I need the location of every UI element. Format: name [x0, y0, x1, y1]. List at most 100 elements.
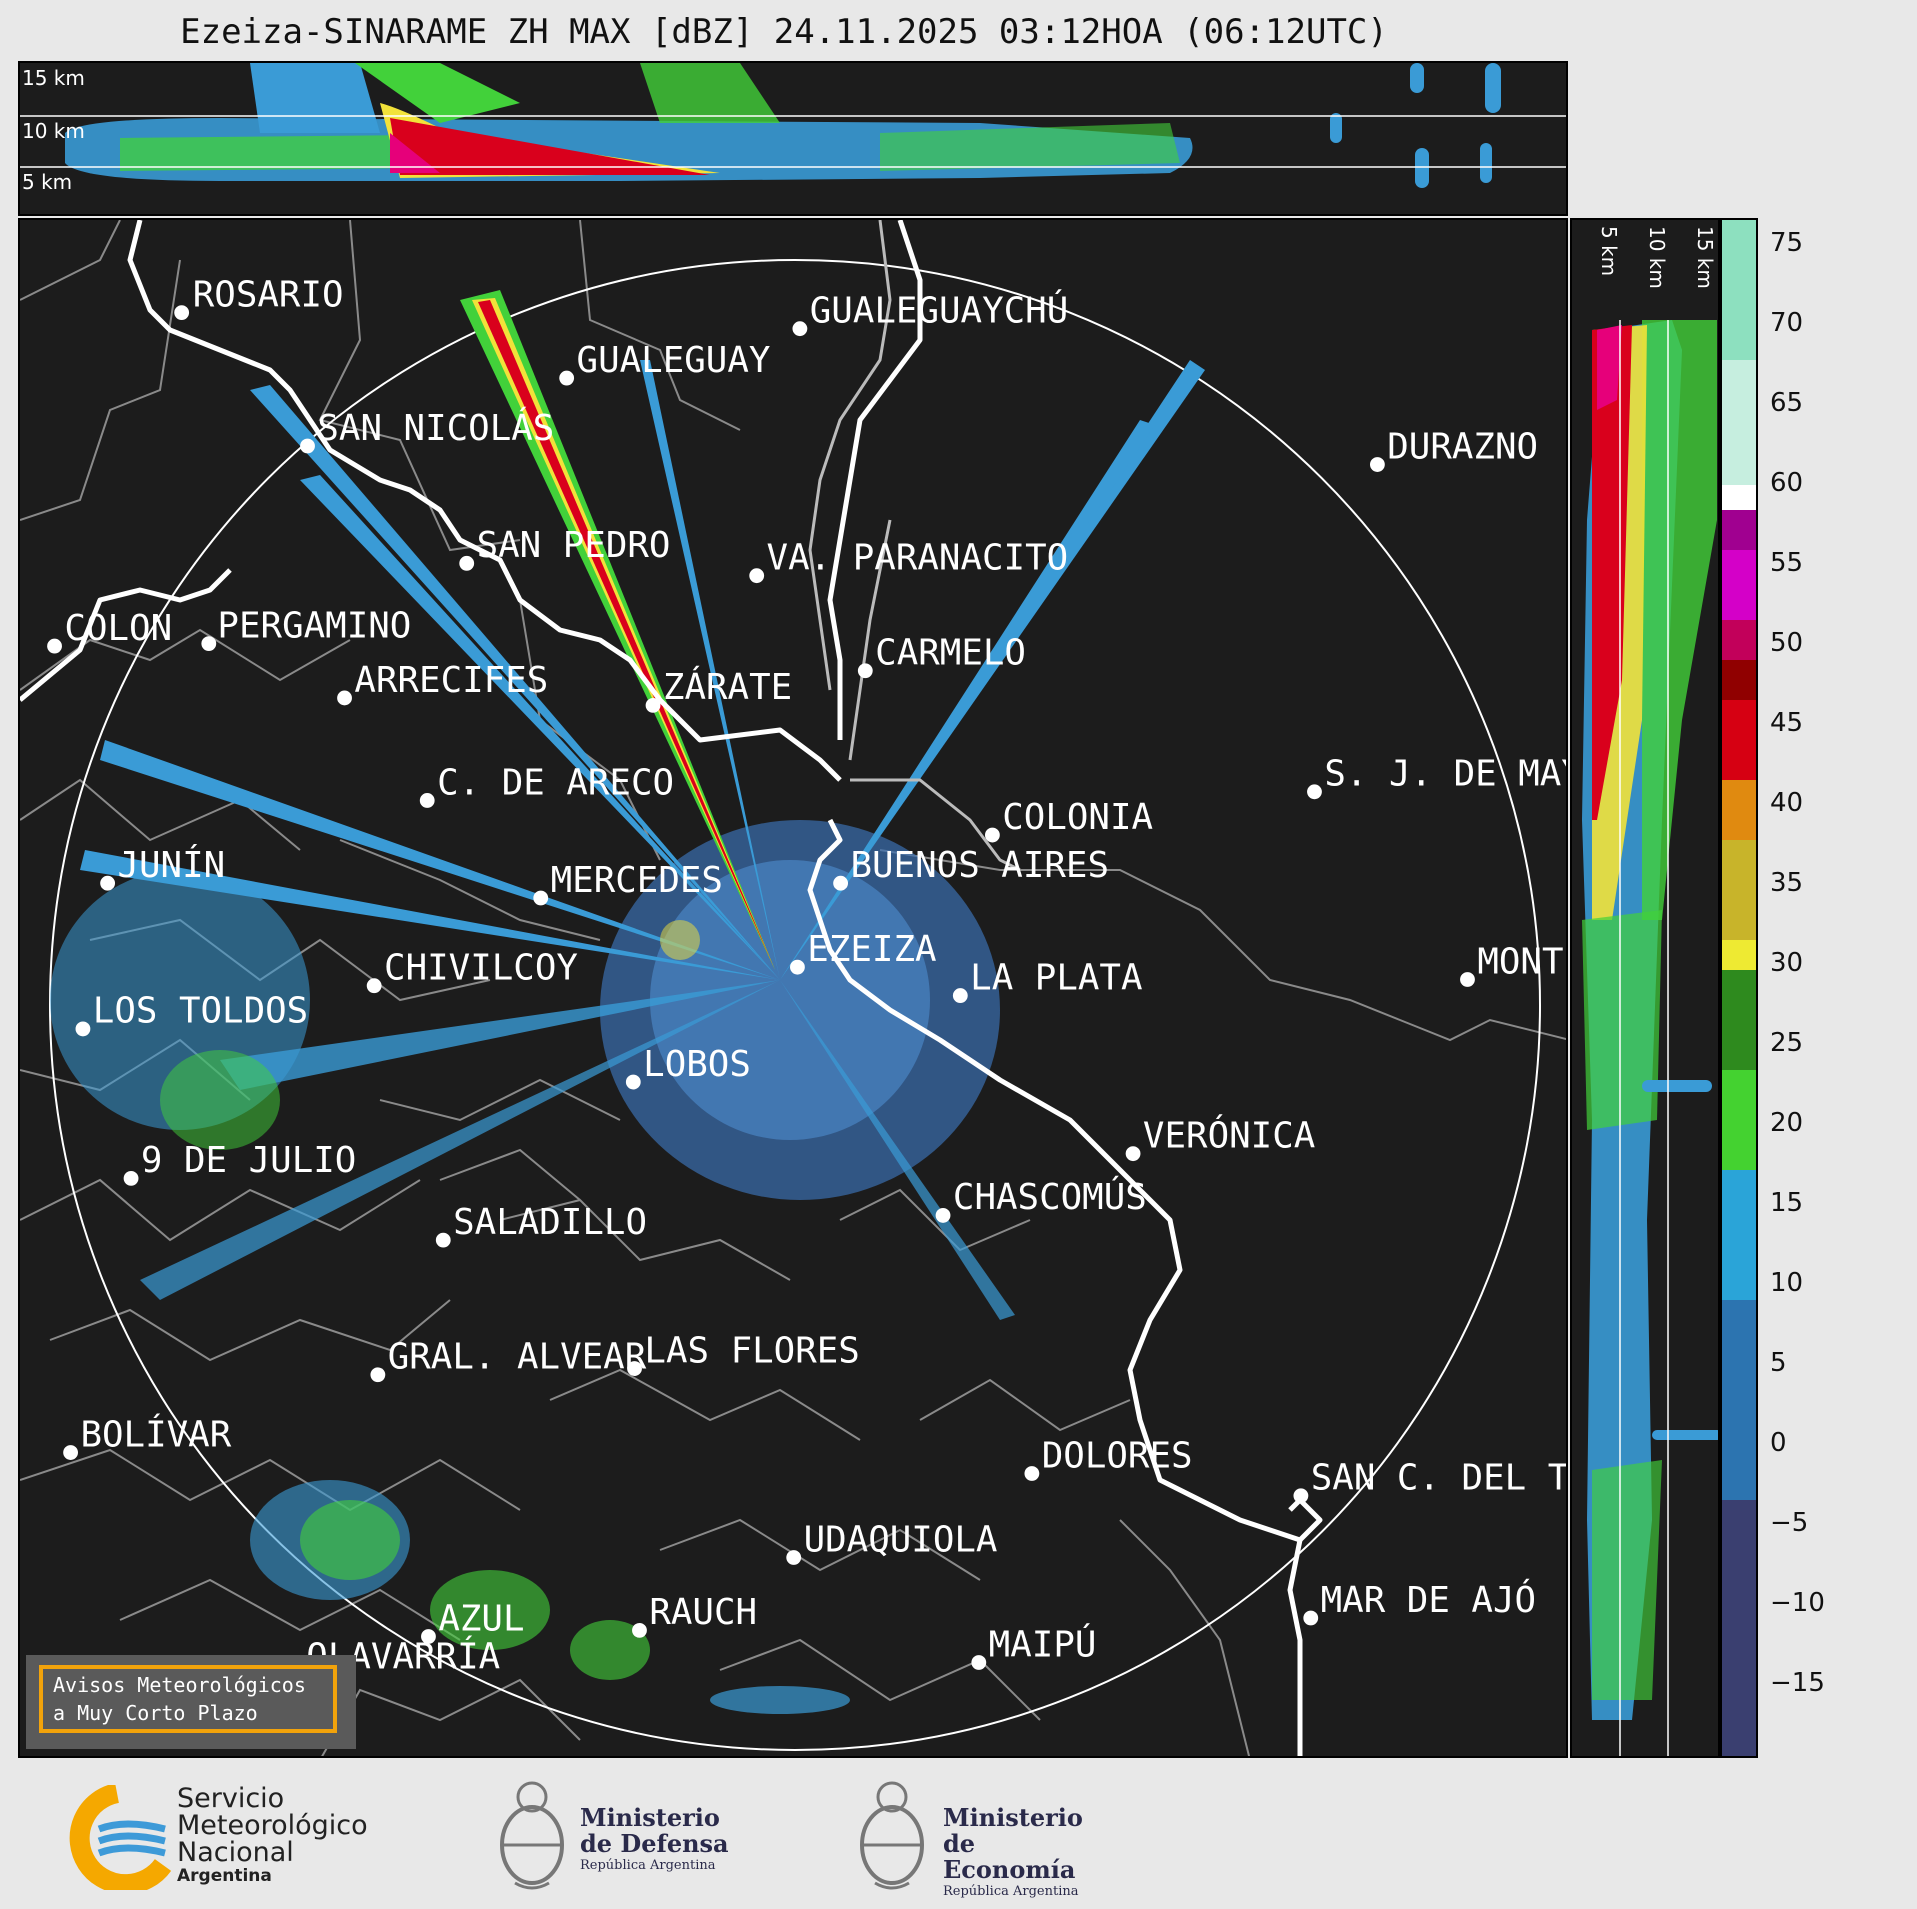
radar-map-svg: ROSARIO GUALEGUAYCHÚ GUALEGUAY SAN NICOL… — [20, 220, 1568, 1756]
city-mar-de-ajo: MAR DE AJÓ — [1303, 1579, 1536, 1626]
svg-text:LA PLATA: LA PLATA — [970, 957, 1142, 998]
city-lobos: LOBOS — [625, 1044, 751, 1090]
cb-tick-60: 60 — [1770, 468, 1804, 498]
city-rosario: ROSARIO — [174, 274, 344, 321]
city-dolores: DOLORES — [1024, 1435, 1193, 1481]
cb-tick-minus5: −5 — [1770, 1508, 1809, 1538]
svg-text:VA. PARANACITO: VA. PARANACITO — [767, 537, 1069, 578]
city-la-plata: LA PLATA — [952, 957, 1143, 1003]
top-alt-label-15: 15 km — [22, 66, 85, 90]
svg-text:AZUL: AZUL — [438, 1598, 524, 1639]
city-pergamino: PERGAMINO — [201, 605, 411, 652]
city-zarate: ZÁRATE — [645, 666, 792, 713]
smn-line1: Servicio — [177, 1783, 285, 1814]
cities-layer: ROSARIO GUALEGUAYCHÚ GUALEGUAY SAN NICOL… — [47, 274, 1568, 1683]
economia-logo: Ministerio de Economía República Argenti… — [855, 1775, 1115, 1899]
top-alt-label-5: 5 km — [22, 170, 73, 194]
smn-emblem-icon — [69, 1785, 172, 1890]
defensa-line2: de Defensa — [580, 1829, 729, 1858]
side-alt-label-15: 15 km — [1693, 226, 1717, 289]
side-alt-label-5: 5 km — [1597, 226, 1621, 276]
secondary-rivers — [808, 220, 1021, 872]
economia-line1: Ministerio — [943, 1803, 1083, 1832]
city-mercedes: MERCEDES — [533, 860, 723, 906]
city-saladillo: SALADILLO — [435, 1202, 647, 1248]
svg-text:UDAQUIOLA: UDAQUIOLA — [804, 1519, 998, 1560]
defensa-line1: Ministerio — [580, 1803, 720, 1832]
svg-text:MAR DE AJÓ: MAR DE AJÓ — [1321, 1579, 1536, 1621]
city-durazno: DURAZNO — [1369, 426, 1538, 472]
svg-text:EZEIZA: EZEIZA — [807, 929, 936, 970]
city-las-flores: LAS FLORES — [627, 1330, 860, 1376]
svg-text:RAUCH: RAUCH — [649, 1592, 757, 1633]
notice-line1: Avisos Meteorológicos — [53, 1673, 306, 1697]
side-echo-band — [1582, 320, 1718, 1720]
svg-text:LOS TOLDOS: LOS TOLDOS — [93, 991, 308, 1032]
defensa-shield-icon — [500, 1781, 564, 1890]
svg-text:SAN PEDRO: SAN PEDRO — [477, 525, 671, 566]
svg-text:COLONIA: COLONIA — [1002, 797, 1153, 838]
city-sj-de-mayo: S. J. DE MAYO — [1307, 754, 1566, 800]
svg-text:SALADILLO: SALADILLO — [453, 1202, 647, 1243]
cb-tick-minus15: −15 — [1770, 1668, 1825, 1698]
city-va-paranacito: VA. PARANACITO — [749, 537, 1069, 584]
city-veronica: VERÓNICA — [1125, 1114, 1315, 1162]
city-ezeiza: EZEIZA — [790, 929, 937, 975]
svg-text:GUALEGUAY: GUALEGUAY — [577, 340, 771, 381]
smn-logo: Servicio Meteorológico Nacional Argentin… — [55, 1785, 395, 1890]
economia-line3: República Argentina — [943, 1884, 1079, 1899]
city-maipu: MAIPÚ — [971, 1623, 1096, 1670]
svg-text:CHIVILCOY: CHIVILCOY — [384, 948, 578, 989]
cb-tick-50: 50 — [1770, 628, 1804, 658]
cb-tick-minus10: −10 — [1770, 1588, 1825, 1618]
city-gral-alvear: GRAL. ALVEAR — [370, 1337, 647, 1383]
cb-tick-25: 25 — [1770, 1028, 1804, 1058]
city-junin: JUNÍN — [100, 844, 225, 891]
city-colonia: COLONIA — [984, 797, 1153, 843]
svg-text:SAN C. DEL TUYÚ: SAN C. DEL TUYÚ — [1311, 1457, 1568, 1499]
cb-tick-55: 55 — [1770, 548, 1804, 578]
cb-tick-10: 10 — [1770, 1268, 1804, 1298]
svg-text:BUENOS AIRES: BUENOS AIRES — [850, 845, 1109, 886]
city-carmelo: CARMELO — [857, 633, 1026, 679]
svg-text:MONTEV: MONTEV — [1477, 941, 1568, 982]
side-cross-section-panel: 5 km 10 km 15 km — [1570, 218, 1720, 1758]
colorbar — [1720, 218, 1758, 1758]
radar-map-panel: ROSARIO GUALEGUAYCHÚ GUALEGUAY SAN NICOL… — [18, 218, 1568, 1758]
svg-text:LAS FLORES: LAS FLORES — [644, 1330, 859, 1371]
cb-tick-0: 0 — [1770, 1428, 1787, 1458]
top-alt-label-10: 10 km — [22, 119, 85, 143]
svg-text:ZÁRATE: ZÁRATE — [663, 666, 792, 708]
top-cross-section-panel: 15 km 10 km 5 km — [18, 61, 1568, 216]
svg-text:CARMELO: CARMELO — [875, 633, 1026, 674]
city-udaquiola: UDAQUIOLA — [786, 1519, 997, 1565]
svg-text:CHASCOMÚS: CHASCOMÚS — [953, 1176, 1147, 1218]
top-cross-section-svg — [20, 63, 1566, 188]
svg-text:MERCEDES: MERCEDES — [551, 860, 723, 901]
cb-tick-40: 40 — [1770, 788, 1804, 818]
svg-text:BOLÍVAR: BOLÍVAR — [80, 1413, 231, 1455]
top-echo-band — [65, 63, 1501, 188]
svg-text:GRAL. ALVEAR: GRAL. ALVEAR — [388, 1337, 647, 1378]
svg-text:ARRECIFES: ARRECIFES — [354, 660, 548, 701]
svg-text:DOLORES: DOLORES — [1042, 1435, 1193, 1476]
city-arrecifes: ARRECIFES — [337, 660, 548, 706]
radar-echoes — [50, 290, 1205, 1714]
defensa-logo: Ministerio de Defensa República Argentin… — [495, 1775, 755, 1895]
notice-inner: Avisos Meteorológicos a Muy Corto Plazo — [39, 1665, 337, 1733]
svg-text:PERGAMINO: PERGAMINO — [217, 605, 411, 646]
svg-text:9 DE JULIO: 9 DE JULIO — [141, 1140, 356, 1181]
economia-shield-icon — [860, 1781, 924, 1890]
svg-text:ROSARIO: ROSARIO — [193, 274, 344, 315]
city-montevideo: MONTEV — [1460, 941, 1568, 987]
smn-line4: Argentina — [177, 1866, 272, 1886]
svg-text:JUNÍN: JUNÍN — [117, 844, 225, 886]
coastline — [20, 220, 1323, 1756]
cb-tick-20: 20 — [1770, 1108, 1804, 1138]
city-c-de-areco: C. DE ARECO — [419, 762, 674, 808]
city-rauch: RAUCH — [632, 1592, 757, 1638]
defensa-line3: República Argentina — [580, 1858, 716, 1873]
city-los-toldos: LOS TOLDOS — [75, 991, 308, 1037]
range-ring — [49, 259, 1541, 1751]
economia-line2: de Economía — [943, 1829, 1076, 1884]
